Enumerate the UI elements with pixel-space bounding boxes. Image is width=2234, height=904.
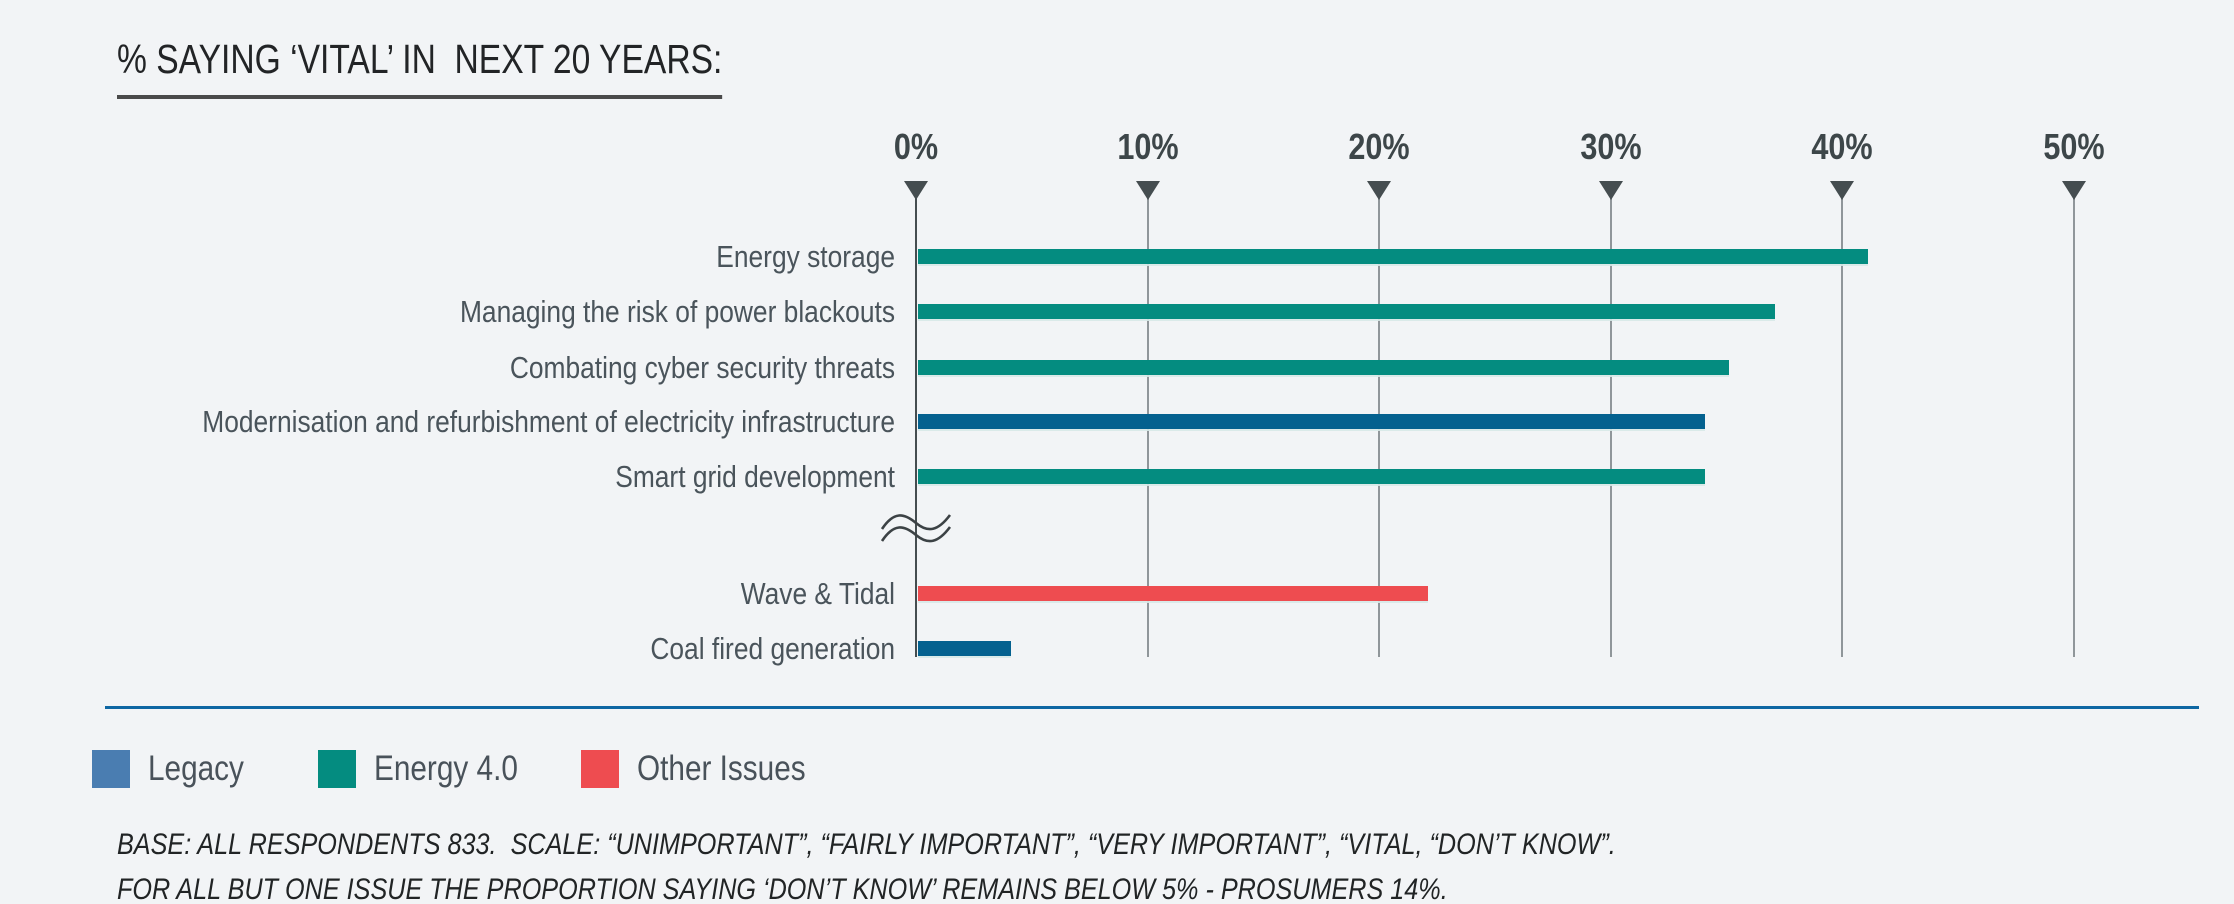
footnote-line-2: FOR ALL BUT ONE ISSUE THE PROPORTION SAY…: [117, 873, 1448, 904]
legend-label: Other Issues: [637, 749, 806, 788]
legend-swatch: [92, 750, 130, 788]
bar-legacy: [918, 641, 1011, 656]
legend-label: Legacy: [148, 749, 244, 788]
category-label: Coal fired generation: [650, 631, 895, 666]
category-label: Energy storage: [716, 239, 895, 274]
axis-tick-label: 30%: [1579, 126, 1642, 167]
axis-tick-label: 20%: [1348, 126, 1410, 167]
category-label: Smart grid development: [615, 459, 895, 494]
category-label: Wave & Tidal: [740, 576, 895, 611]
legend-swatch: [581, 750, 619, 788]
bar-other-issues: [918, 586, 1428, 601]
category-label: Managing the risk of power blackouts: [459, 294, 895, 329]
axis-tick-triangle-icon: [1830, 181, 1854, 200]
bar-energy-4-0: [918, 360, 1729, 375]
axis-baseline: [915, 198, 917, 657]
axis-tick-triangle-icon: [1367, 181, 1391, 200]
axis-tick-triangle-icon: [1598, 181, 1623, 200]
bar-energy-4-0: [918, 469, 1705, 484]
bar-energy-4-0: [918, 249, 1868, 264]
axis-tick-label: 10%: [1116, 126, 1179, 167]
legend-swatch: [318, 750, 356, 788]
axis-tick-label: 40%: [1811, 126, 1873, 167]
axis-break-squiggle: [880, 514, 952, 543]
axis-tick-triangle-icon: [1135, 181, 1160, 200]
axis-tick-triangle-icon: [904, 181, 928, 200]
axis-tick-label: 0%: [893, 126, 939, 167]
category-label: Modernisation and refurbishment of elect…: [202, 404, 895, 439]
category-label: Combating cyber security threats: [509, 350, 895, 385]
gridline: [2072, 198, 2075, 657]
footnote-line-1: BASE: ALL RESPONDENTS 833. SCALE: “UNIMP…: [117, 828, 1616, 861]
gridline: [1841, 198, 1843, 657]
divider-line: [105, 706, 2199, 709]
legend-label: Energy 4.0: [374, 749, 518, 788]
bar-energy-4-0: [918, 304, 1775, 319]
bar-legacy: [918, 414, 1705, 429]
axis-tick-label: 50%: [2042, 126, 2105, 167]
chart-title: % SAYING ‘VITAL’ IN NEXT 20 YEARS:: [117, 36, 723, 99]
axis-tick-triangle-icon: [2061, 181, 2086, 200]
